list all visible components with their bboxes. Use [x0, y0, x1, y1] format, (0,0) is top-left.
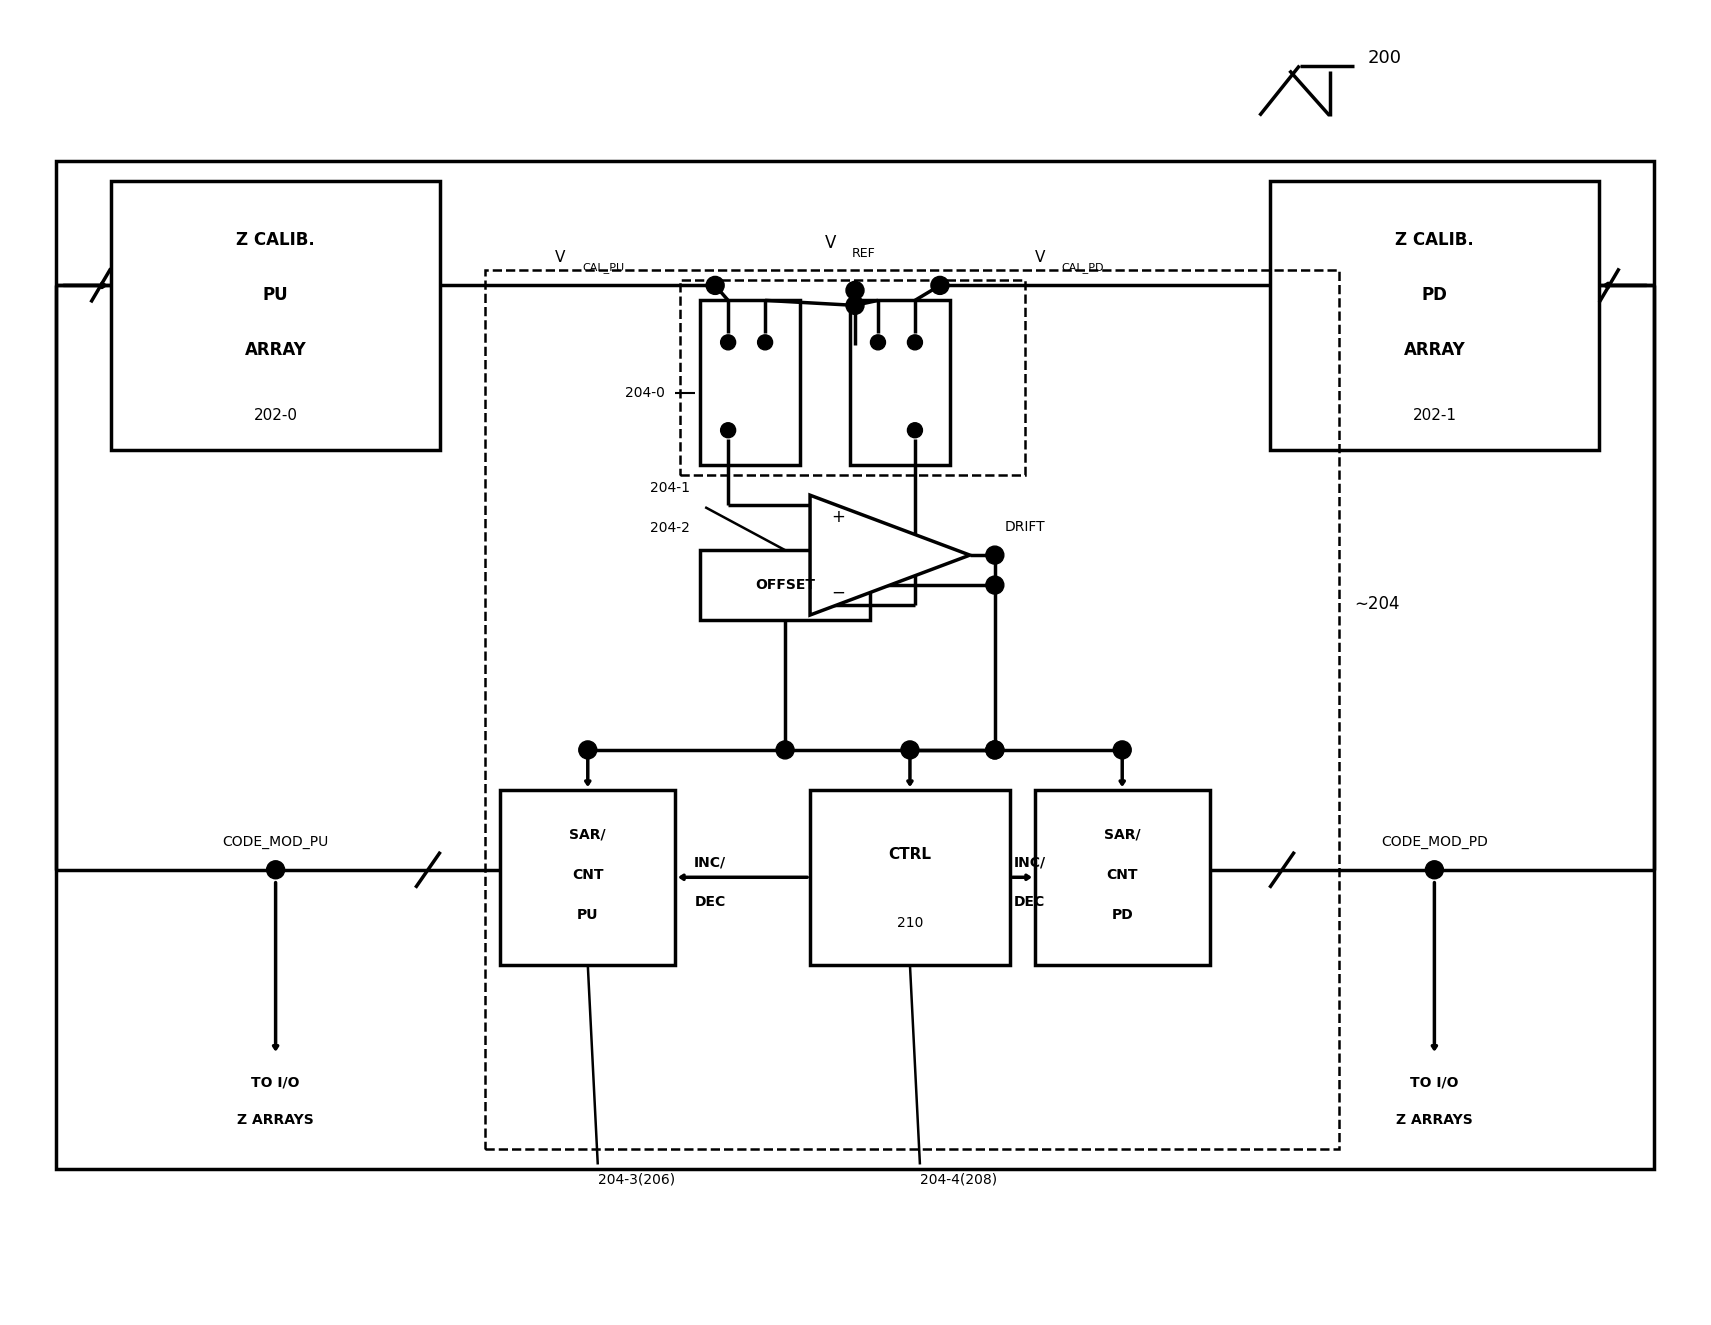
Text: PD: PD	[1112, 908, 1133, 922]
Text: DEC: DEC	[1015, 896, 1045, 909]
Bar	[486, 270, 1340, 1150]
Text: 204-2: 204-2	[650, 521, 690, 535]
Text: CODE_MOD_PU: CODE_MOD_PU	[222, 835, 329, 849]
Circle shape	[267, 861, 284, 878]
Text: 202-0: 202-0	[253, 408, 298, 423]
Bar	[111, 180, 440, 450]
Text: PU: PU	[263, 286, 289, 305]
Text: Z ARRAYS: Z ARRAYS	[238, 1113, 315, 1126]
Text: CODE_MOD_PD: CODE_MOD_PD	[1381, 835, 1489, 849]
Text: Z CALIB.: Z CALIB.	[236, 232, 315, 249]
Text: PD: PD	[1422, 286, 1448, 305]
Bar	[700, 301, 801, 465]
Text: 202-1: 202-1	[1412, 408, 1456, 423]
Text: V: V	[1035, 250, 1045, 265]
Text: SAR/: SAR/	[1104, 828, 1141, 841]
Bar	[700, 550, 869, 620]
Text: CAL_PD: CAL_PD	[1063, 262, 1104, 273]
Text: OFFSET: OFFSET	[755, 578, 814, 592]
Circle shape	[986, 546, 1004, 564]
Text: 204-4(208): 204-4(208)	[921, 1173, 998, 1186]
Circle shape	[902, 741, 919, 759]
Text: PU: PU	[577, 908, 599, 922]
Text: DRIFT: DRIFT	[1004, 521, 1045, 534]
Text: +: +	[832, 509, 845, 526]
Circle shape	[986, 576, 1004, 594]
Text: CNT: CNT	[571, 868, 604, 881]
Circle shape	[1114, 741, 1131, 759]
Circle shape	[720, 423, 736, 437]
Circle shape	[845, 297, 864, 314]
Text: REF: REF	[852, 246, 876, 260]
Bar	[56, 160, 1655, 1170]
Circle shape	[871, 335, 886, 350]
Bar	[1035, 790, 1210, 965]
Bar	[850, 301, 950, 465]
Bar	[681, 281, 1025, 476]
Circle shape	[707, 277, 724, 294]
Text: INC/: INC/	[695, 856, 725, 869]
Circle shape	[907, 335, 922, 350]
Bar	[500, 790, 676, 965]
Text: CAL_PU: CAL_PU	[582, 262, 625, 273]
Text: ∼204: ∼204	[1355, 595, 1400, 613]
Circle shape	[986, 741, 1004, 759]
Circle shape	[578, 741, 597, 759]
Polygon shape	[809, 496, 970, 615]
Text: CNT: CNT	[1107, 868, 1138, 881]
Text: V: V	[825, 235, 837, 253]
Circle shape	[845, 281, 864, 299]
Bar	[1270, 180, 1600, 450]
Text: 204-3(206): 204-3(206)	[597, 1173, 674, 1186]
Text: INC/: INC/	[1013, 856, 1045, 869]
Circle shape	[986, 741, 1004, 759]
Text: V: V	[556, 250, 566, 265]
Text: Z CALIB.: Z CALIB.	[1394, 232, 1473, 249]
Text: ARRAY: ARRAY	[1403, 342, 1465, 359]
Circle shape	[758, 335, 773, 350]
Circle shape	[720, 335, 736, 350]
Text: ARRAY: ARRAY	[245, 342, 306, 359]
Circle shape	[931, 277, 950, 294]
Text: TO I/O: TO I/O	[1410, 1076, 1459, 1089]
Text: 204-0: 204-0	[625, 387, 666, 400]
Text: 210: 210	[897, 916, 924, 930]
Text: 200: 200	[1367, 49, 1401, 66]
Text: DEC: DEC	[695, 896, 725, 909]
Circle shape	[1425, 861, 1444, 878]
Circle shape	[907, 423, 922, 437]
Text: TO I/O: TO I/O	[252, 1076, 299, 1089]
Text: SAR/: SAR/	[570, 828, 606, 841]
Text: CTRL: CTRL	[888, 847, 931, 863]
Text: 204-1: 204-1	[650, 481, 690, 496]
Circle shape	[777, 741, 794, 759]
Bar	[809, 790, 1009, 965]
Text: −: −	[832, 584, 845, 602]
Text: Z ARRAYS: Z ARRAYS	[1396, 1113, 1473, 1126]
